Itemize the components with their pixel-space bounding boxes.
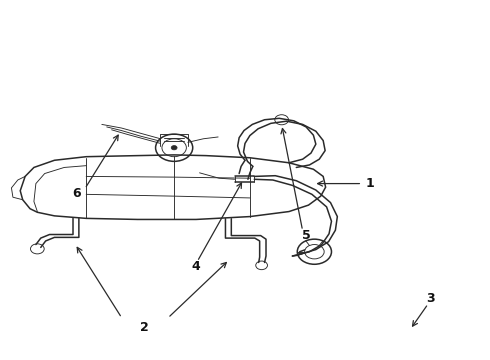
Text: 5: 5	[302, 229, 311, 242]
Text: 2: 2	[141, 320, 149, 333]
Text: 1: 1	[365, 177, 374, 190]
Text: 3: 3	[426, 292, 435, 305]
Circle shape	[171, 145, 177, 150]
Text: 6: 6	[72, 187, 81, 200]
Text: 4: 4	[192, 260, 200, 273]
